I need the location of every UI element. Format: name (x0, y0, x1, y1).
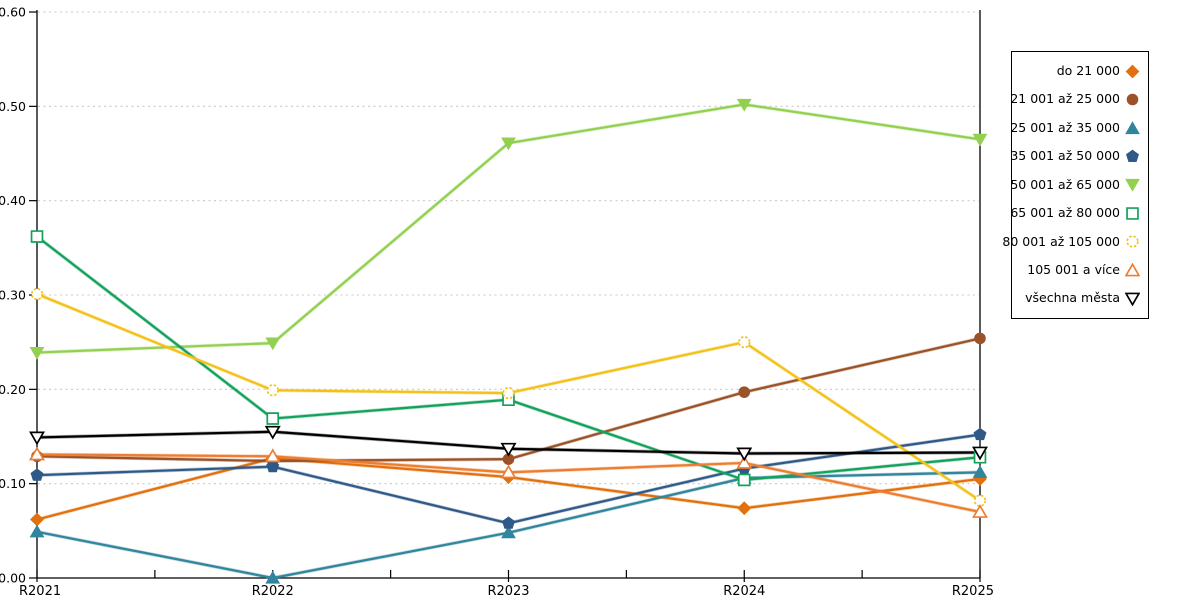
x-tick-label: R2025 (952, 584, 994, 599)
data-point-marker (1126, 149, 1139, 163)
legend-item: 21 001 až 25 000 (1010, 91, 1148, 107)
data-point-marker (972, 446, 988, 461)
data-point-marker (974, 332, 986, 345)
square-legend-icon (1126, 207, 1139, 220)
legend-item: 65 001 až 80 000 (1010, 205, 1148, 221)
triangle-up-legend-icon (1125, 262, 1140, 277)
y-tick-label: 0.10 (0, 476, 26, 491)
data-point-marker (972, 504, 988, 518)
data-point-marker (738, 386, 751, 398)
y-tick-label: 0.30 (0, 288, 26, 303)
data-point-marker (737, 501, 752, 516)
data-point-marker (265, 337, 281, 351)
data-point-marker (29, 524, 45, 538)
data-point-marker (973, 427, 987, 441)
legend-label: 21 001 až 25 000 (1010, 91, 1120, 107)
data-point-marker (1125, 120, 1140, 134)
circle-legend-icon (1126, 235, 1139, 248)
data-point-marker (736, 455, 753, 469)
data-point-marker (265, 570, 281, 584)
data-point-marker (500, 464, 517, 479)
x-tick-label: R2024 (723, 584, 765, 599)
data-point-marker (29, 446, 45, 461)
data-point-marker (1126, 235, 1139, 248)
legend-item: 50 001 až 65 000 (1010, 176, 1148, 193)
y-tick-label: 0.50 (0, 99, 26, 114)
data-point-marker (736, 98, 752, 112)
legend-item: 80 001 až 105 000 (1002, 234, 1148, 249)
legend-item: 25 001 až 35 000 (1010, 119, 1148, 136)
y-tick-label: 0.40 (0, 193, 26, 208)
legend: do 21 000 21 001 až 25 000 25 001 až 35 00… (1002, 51, 1149, 319)
circle-legend-icon (1126, 93, 1139, 106)
data-point-marker (29, 346, 45, 360)
legend-item: 105 001 a více (1012, 262, 1148, 278)
data-point-marker (500, 442, 517, 457)
data-point-marker (1125, 262, 1140, 277)
data-point-marker (501, 525, 516, 539)
data-point-marker (1126, 93, 1139, 106)
legend-label: 50 001 až 65 000 (1010, 176, 1120, 192)
line-chart: 0.00 0.10 0.20 0.30 0.40 0.50 0.60 R2021 R2022 R2… (0, 5, 994, 600)
data-point-marker (266, 412, 280, 425)
legend-label: 80 001 až 105 000 (1002, 233, 1120, 249)
triangle-up-legend-icon (1125, 120, 1140, 134)
legend-label: do 21 000 (1056, 62, 1120, 78)
legend-label: 105 001 a více (1027, 262, 1120, 278)
data-point-marker (30, 468, 44, 481)
pentagon-legend-icon (1126, 149, 1139, 163)
data-point-marker (1126, 207, 1139, 220)
x-tick-label: R2021 (19, 584, 61, 599)
x-tick-label: R2022 (252, 584, 294, 599)
data-point-marker (737, 473, 751, 487)
data-point-marker (29, 431, 45, 446)
data-point-marker (1125, 292, 1140, 307)
data-point-marker (264, 425, 281, 440)
legend-label: všechna města (1025, 290, 1120, 306)
legend-label: 25 001 až 35 000 (1010, 119, 1120, 135)
diamond-legend-icon (1125, 64, 1140, 79)
data-point-marker (30, 512, 44, 527)
data-point-marker (501, 137, 516, 151)
legend-item: všechna města (1012, 290, 1148, 307)
data-point-marker (736, 447, 753, 462)
data-point-marker (1125, 64, 1140, 79)
data-point-marker (972, 465, 988, 478)
y-tick-label: 0.00 (0, 571, 26, 586)
data-point-marker (973, 494, 987, 507)
data-point-marker (266, 459, 280, 473)
y-tick-label: 0.20 (0, 382, 26, 397)
data-point-marker (266, 384, 279, 397)
legend-label: 35 001 až 50 000 (1010, 148, 1120, 164)
data-point-marker (30, 230, 44, 243)
data-point-marker (264, 448, 281, 463)
x-tick-label: R2023 (487, 584, 529, 599)
triangle-down-legend-icon (1125, 179, 1140, 193)
data-point-marker (502, 386, 515, 400)
triangle-down-legend-icon (1125, 292, 1140, 307)
data-point-marker (738, 336, 751, 349)
legend-item: 35 001 až 50 000 (1010, 148, 1148, 164)
legend-item: do 21 000 (1012, 64, 1148, 79)
y-tick-label: 0.60 (0, 5, 26, 20)
data-point-marker (972, 133, 988, 147)
legend-label: 65 001 až 80 000 (1010, 205, 1120, 221)
data-point-marker (502, 516, 515, 529)
data-point-marker (1125, 179, 1140, 193)
data-point-marker (30, 287, 44, 301)
